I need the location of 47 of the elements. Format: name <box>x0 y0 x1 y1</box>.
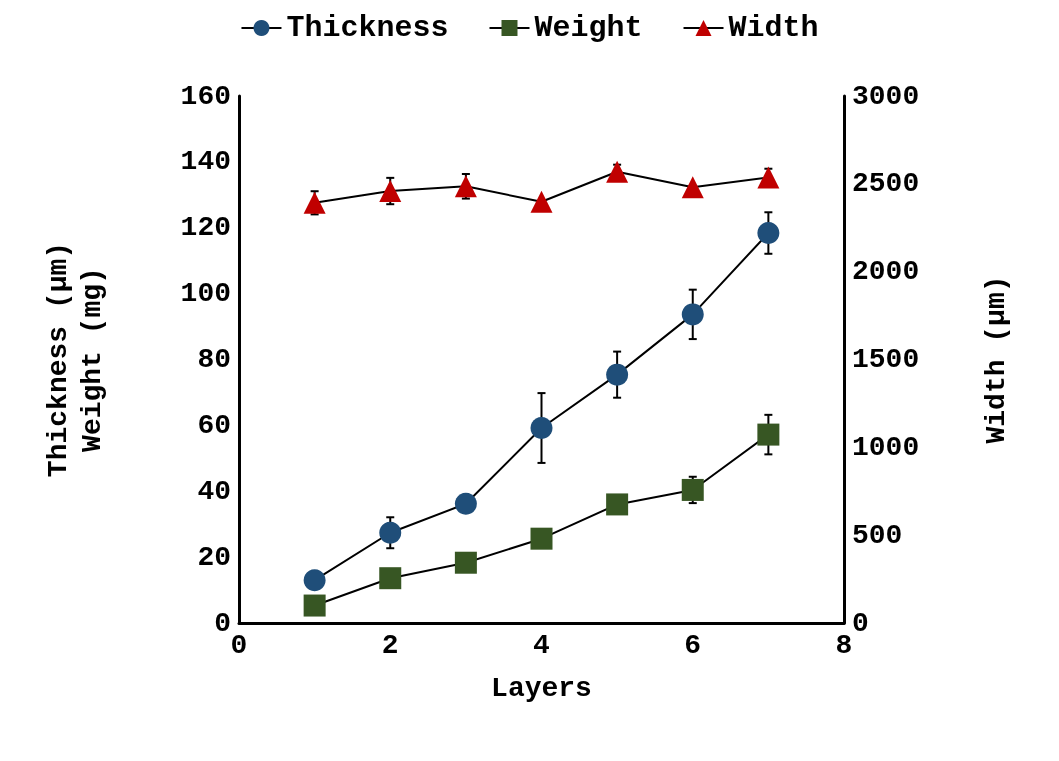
point <box>606 493 629 516</box>
point <box>303 594 326 617</box>
point <box>606 363 629 386</box>
x-tick-label: 8 <box>835 629 853 661</box>
y2-tick-label: 1500 <box>852 344 920 375</box>
y2-tick-label: 3000 <box>852 80 920 112</box>
y-tick-label: 0 <box>214 607 231 639</box>
point <box>454 175 477 198</box>
y2-tick-label: 500 <box>852 519 903 551</box>
point <box>379 567 402 590</box>
y-tick-label: 160 <box>180 80 231 112</box>
y-tick-label: 80 <box>197 344 231 375</box>
x-tick-label: 4 <box>533 629 550 661</box>
point <box>303 191 326 214</box>
point <box>530 190 553 213</box>
y2-axis-title: Width (μm) <box>980 275 1012 444</box>
point <box>379 180 402 203</box>
y-tick-label: 100 <box>180 278 231 310</box>
point <box>757 423 780 446</box>
y-tick-label: 20 <box>197 541 231 573</box>
point <box>757 222 780 245</box>
point <box>681 176 704 199</box>
y2-tick-label: 0 <box>852 607 869 639</box>
legend-label: Width <box>728 11 819 45</box>
legend-label: Weight <box>534 11 643 45</box>
point <box>530 527 553 550</box>
point <box>681 303 704 326</box>
y-tick-label: 40 <box>197 475 231 507</box>
x-tick-label: 2 <box>381 629 399 661</box>
point <box>303 569 326 592</box>
legend-label: Thickness <box>286 11 449 45</box>
y2-tick-label: 2500 <box>852 168 920 200</box>
y-axis-title: Thickness (μm) Weight (mg) <box>42 241 108 478</box>
y2-tick-label: 1000 <box>852 431 920 463</box>
point <box>530 417 553 439</box>
y-tick-label: 140 <box>180 146 231 178</box>
point <box>681 478 704 501</box>
y-tick-label: 120 <box>180 212 231 244</box>
y2-tick-label: 2000 <box>852 256 920 288</box>
point <box>379 521 402 544</box>
point <box>454 551 477 574</box>
point <box>454 492 477 515</box>
point <box>757 166 780 189</box>
x-tick-label: 6 <box>684 629 702 661</box>
y-tick-label: 60 <box>197 409 231 441</box>
point <box>606 160 629 183</box>
x-axis-title: Layers <box>491 672 592 704</box>
